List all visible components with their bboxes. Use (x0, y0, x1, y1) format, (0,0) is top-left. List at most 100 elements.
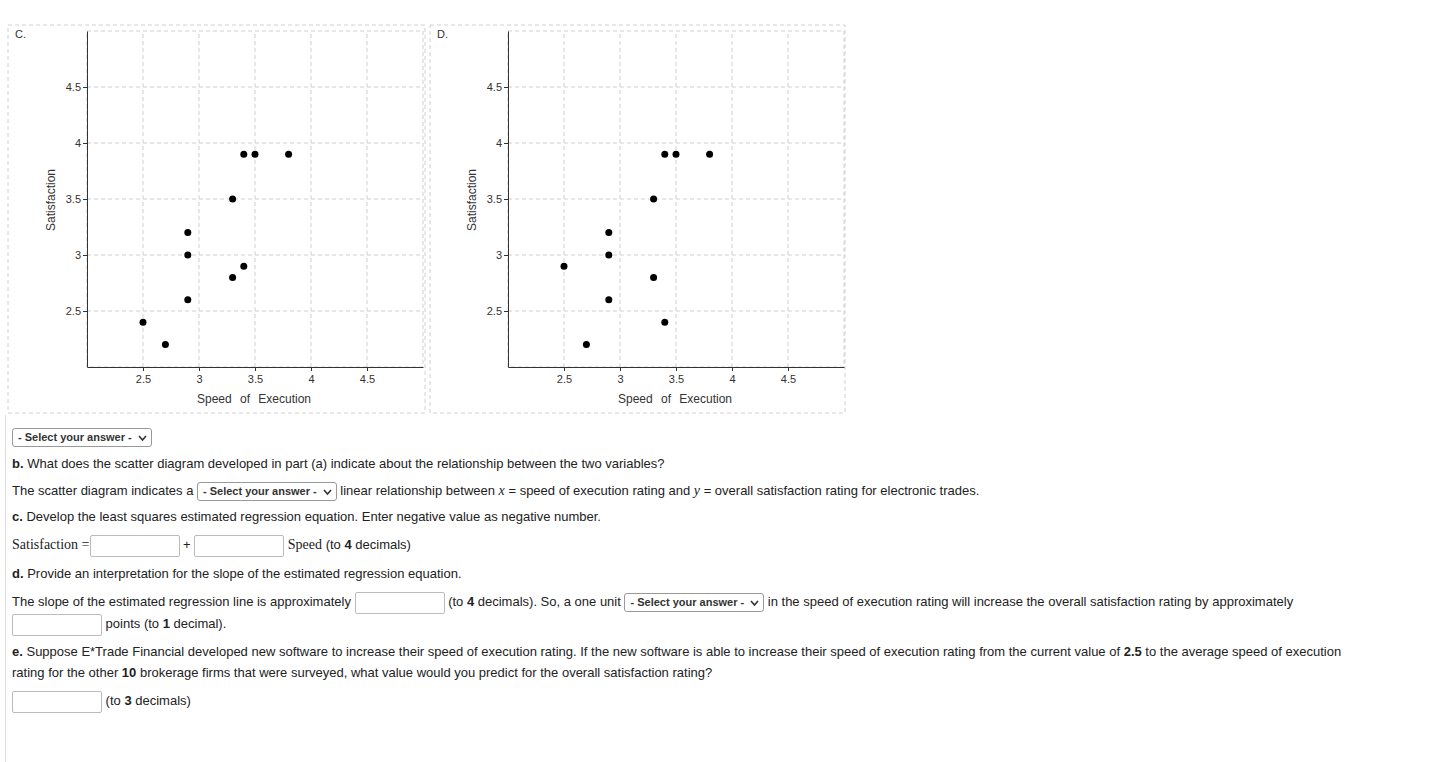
point (650, 196, 657, 203)
points (140, 151, 293, 348)
math-var: x (499, 483, 505, 498)
text-line: e. Suppose E*Trade Financial developed n… (12, 641, 1341, 663)
y-tick: 2.5 (66, 305, 87, 317)
tick-label: 2.5 (66, 305, 81, 317)
tick-mark (311, 367, 312, 371)
point (285, 151, 292, 158)
point (661, 151, 668, 158)
input-box[interactable] (194, 535, 284, 557)
tick-mark (255, 367, 256, 371)
x-tick: 4.5 (781, 367, 796, 385)
x-tick: 3.5 (248, 367, 263, 385)
tick-label: 3 (75, 249, 81, 261)
panel-title: C. (15, 28, 26, 40)
input-box[interactable] (90, 535, 180, 557)
y-tick: 4 (496, 137, 508, 149)
point (583, 341, 590, 348)
x-axis-title: Speed of Execution (618, 392, 732, 406)
x-axis-title: Speed of Execution (197, 392, 311, 406)
tick-label: 2.5 (487, 305, 502, 317)
grid-line (87, 311, 423, 312)
bold-text: 10 (122, 665, 136, 680)
y-tick: 4 (75, 137, 87, 149)
tick-label: 3 (617, 373, 623, 385)
point (240, 263, 247, 270)
grid-line (87, 199, 423, 200)
tick-mark (83, 143, 87, 144)
chevron (323, 489, 332, 496)
text-line: rating for the other 10 brokerage firms … (12, 662, 712, 684)
tick-mark (504, 87, 508, 88)
chart: D.2.533.544.52.533.544.5Speed of Executi… (430, 25, 845, 413)
tick-mark (676, 367, 677, 371)
tick-label: 4.5 (487, 81, 502, 93)
bold-text: 3 (124, 693, 131, 708)
tick-mark (788, 367, 789, 371)
panel-border (8, 25, 425, 413)
dropdown[interactable]: - Select your answer - (197, 482, 337, 501)
tick-label: 4 (308, 373, 314, 385)
bold-text: d. (12, 566, 24, 581)
tick-mark (83, 87, 87, 88)
text: decimal). (170, 616, 226, 631)
plot-frame (87, 31, 423, 367)
axis-line (508, 32, 509, 368)
panel-title: D. (437, 28, 448, 40)
x-tick: 4 (729, 367, 735, 385)
x-tick: 3 (196, 367, 202, 385)
dropdown[interactable]: - Select your answer - (624, 593, 764, 612)
text-line: - Select your answer - (12, 426, 152, 448)
text: + (180, 537, 195, 552)
y-tick: 2.5 (487, 305, 508, 317)
tick-label: 4.5 (360, 373, 375, 385)
x-tick: 2.5 (136, 367, 151, 385)
x-axis: 2.5 3 3.5 4 4.5 (88, 367, 424, 385)
grid-line (87, 143, 423, 144)
point (561, 263, 568, 270)
text: What does the scatter diagram developed … (24, 456, 665, 471)
axis-line (87, 32, 88, 368)
text-line: The scatter diagram indicates a - Select… (12, 480, 979, 502)
tick-mark (199, 367, 200, 371)
y-tick: 3.5 (66, 193, 87, 205)
equation-text: Speed (284, 537, 322, 552)
tick-label: 3.5 (669, 373, 684, 385)
text: points (to (102, 616, 163, 631)
point (605, 229, 612, 236)
tick-label: 4.5 (781, 373, 796, 385)
dropdown-label: - Select your answer - (203, 485, 317, 497)
text: The scatter diagram indicates a (12, 483, 197, 498)
equation-text: Satisfaction = (12, 537, 90, 552)
text: (to (445, 594, 467, 609)
text-line: Satisfaction = + Speed (to 4 decimals) (12, 534, 411, 556)
tick-mark (83, 255, 87, 256)
point (252, 151, 259, 158)
text: decimals) (132, 693, 191, 708)
y-axis: 2.5 3 3.5 4 4.5 (66, 32, 88, 368)
tick-label: 4.5 (66, 81, 81, 93)
text-line: (to 3 decimals) (12, 690, 191, 712)
charts: C. 2.5 3 3.5 4 4.5 2.5 3 3.5 4 4.5 Speed of Executi… (0, 0, 1450, 420)
grid-line (508, 87, 844, 88)
text: Develop the least squares estimated regr… (23, 509, 601, 524)
point (673, 151, 680, 158)
dropdown[interactable]: - Select your answer - (12, 428, 152, 447)
tick-mark (143, 367, 144, 371)
chart: C. 2.5 3 3.5 4 4.5 2.5 3 3.5 4 4.5 Speed of Executi… (8, 25, 425, 413)
points (561, 151, 714, 348)
point (605, 296, 612, 303)
input-box[interactable] (12, 614, 102, 636)
text: (to (322, 537, 344, 552)
tick-mark (620, 367, 621, 371)
input-box[interactable] (355, 592, 445, 614)
input-box[interactable] (12, 691, 102, 713)
text: linear relationship between (337, 483, 499, 498)
grid-line (508, 311, 844, 312)
tick-mark (83, 311, 87, 312)
tick-mark (504, 311, 508, 312)
text: to the average speed of execution (1142, 644, 1341, 659)
grid (87, 31, 423, 367)
bold-text: 2.5 (1124, 644, 1142, 659)
math-var: y (694, 483, 700, 498)
y-tick: 4.5 (66, 81, 87, 93)
